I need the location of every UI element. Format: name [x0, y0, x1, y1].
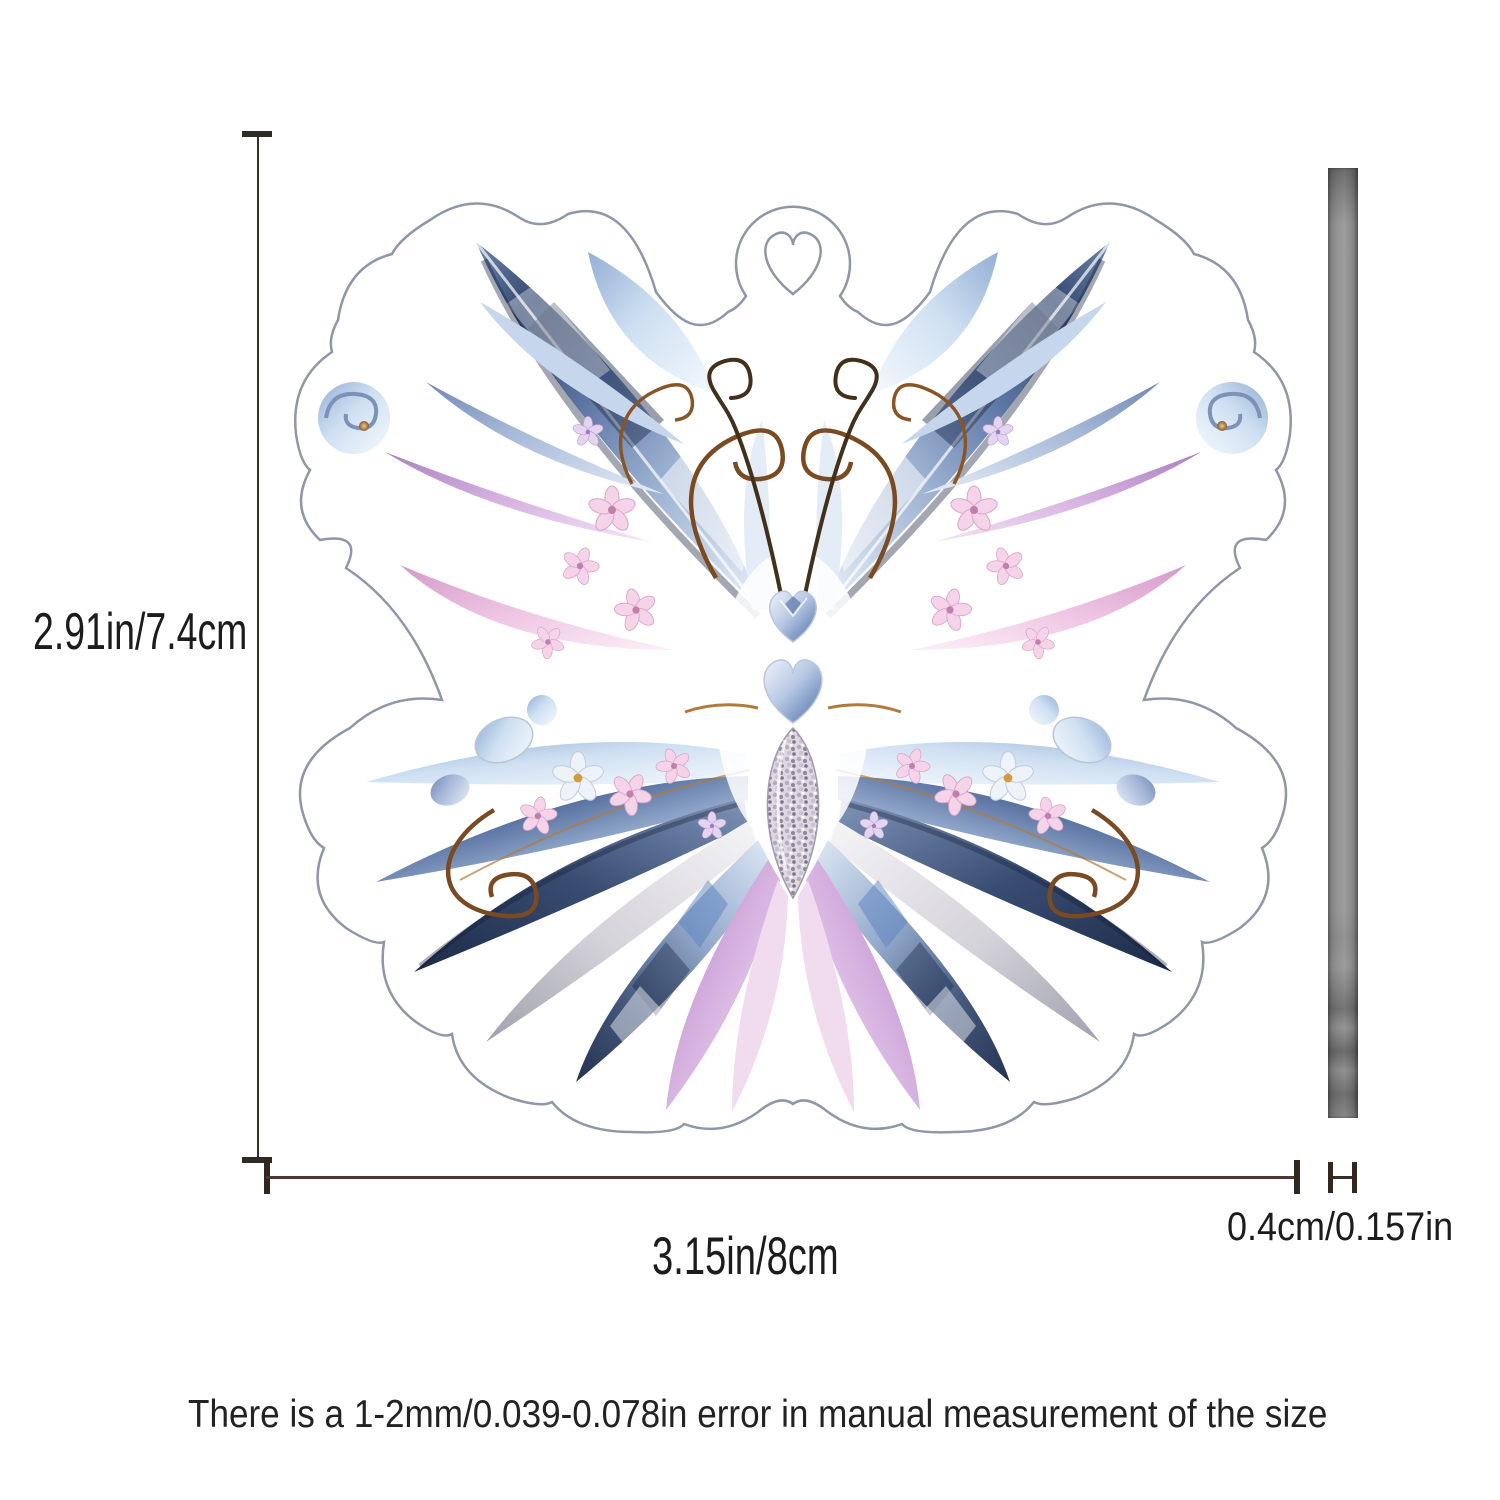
height-dim-top-cap	[242, 131, 272, 137]
butterfly-illustration	[280, 180, 1306, 1140]
thickness-dimension-line	[1333, 1176, 1353, 1179]
height-label: 2.91in/7.4cm	[33, 603, 248, 661]
butterfly-body	[763, 590, 823, 900]
measurement-note: There is a 1-2mm/0.039-0.078in error in …	[188, 1393, 1328, 1436]
height-dim-bottom-cap	[242, 1157, 272, 1163]
thickness-dim-left-cap	[1328, 1162, 1333, 1193]
width-dimension-line	[266, 1176, 1296, 1179]
thickness-label: 0.4cm/0.157in	[1227, 1205, 1454, 1249]
width-dim-right-cap	[1294, 1160, 1300, 1194]
height-dimension-line	[257, 137, 259, 1159]
heart-cutout-icon	[764, 231, 822, 296]
butterfly-svg	[294, 202, 1292, 1134]
thickness-dim-right-cap	[1352, 1162, 1357, 1193]
thorax-heart-crystal	[763, 659, 823, 724]
butterfly-wings	[318, 242, 1268, 1112]
width-label: 3.15in/8cm	[652, 1227, 839, 1286]
thickness-side-bar	[1328, 168, 1358, 1118]
